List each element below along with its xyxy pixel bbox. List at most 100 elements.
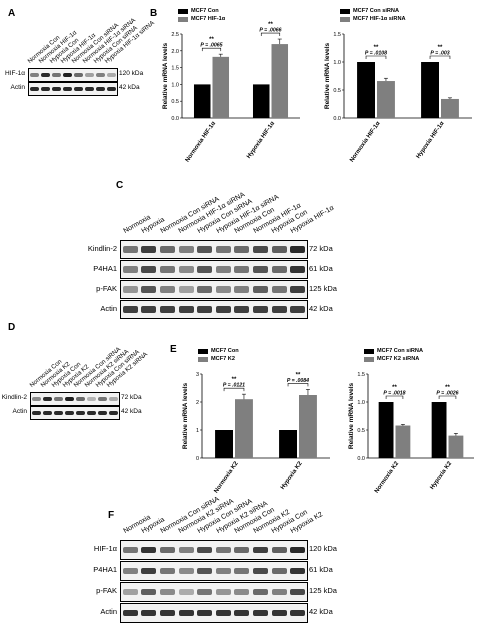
blot-band: [178, 306, 194, 313]
blot-band: [141, 588, 157, 596]
x-category-label: Normoxia K2: [374, 460, 401, 494]
blot-band: [178, 588, 194, 596]
blot-strip-p-fak: [120, 582, 308, 602]
blot-band: [98, 396, 107, 402]
blot-row-label-kindlin-2: Kindlin-2: [1, 394, 27, 401]
blot-band: [215, 266, 231, 273]
blot-kda-label: 120 kDa: [309, 544, 337, 553]
blot-row-label-hif-1: HIF-1α: [93, 544, 117, 553]
p-value-label: P = .003: [430, 51, 449, 57]
legend-swatch: [198, 348, 208, 354]
blot-band: [253, 286, 268, 293]
blot-band: [234, 306, 250, 313]
y-axis-label: Relative mRNA levels: [162, 43, 169, 110]
y-tick-label: 0.0: [333, 116, 341, 122]
p-value-label: P = .0084: [287, 378, 309, 384]
legend-item-mcf7-con: MCF7 Con: [178, 8, 225, 14]
significance-bracket: [385, 395, 404, 399]
blot-kda-label: 42 kDa: [121, 408, 142, 415]
blot-kda-label: 125 kDa: [309, 283, 337, 293]
bar-mcf7-k2-sirna-hypoxia-k2: [448, 435, 464, 458]
blot-band: [63, 86, 72, 92]
blot-band: [76, 410, 85, 416]
blot-band: [54, 396, 63, 402]
blot-band: [52, 72, 61, 78]
blot-kda-label: 120 kDa: [119, 70, 144, 77]
blot-band: [290, 306, 306, 313]
blot-band: [234, 546, 250, 554]
chart-legend: MCF7 Con MCF7 K2: [198, 348, 239, 364]
blot-band: [160, 567, 175, 575]
bar-mcf7-con-sirna-hypoxia-hif-1: [421, 62, 439, 118]
blot-strip-hif-1: [120, 540, 308, 560]
bar-mcf7-k2-hypoxia-k2: [299, 395, 317, 458]
x-category-label: Normoxia HIF-1α: [185, 120, 218, 163]
chart-legend: MCF7 Con siRNA MCF7 K2 siRNA: [364, 348, 423, 364]
blot-band: [122, 286, 138, 293]
p-value-label: P = .0108: [365, 51, 387, 57]
blot-strip-kindlin-2: [120, 240, 308, 259]
significance-stars: **: [392, 385, 397, 391]
blot-band: [290, 546, 306, 554]
y-axis-label: Relative mRNA levels: [348, 383, 355, 450]
blot-band: [234, 266, 250, 273]
blot-band: [141, 286, 157, 293]
legend-swatch: [340, 16, 350, 22]
blot-strip-kindlin-2: [30, 392, 120, 406]
bar-mcf7-con-sirna-hypoxia-k2: [431, 402, 447, 458]
chart-legend: MCF7 Con siRNA MCF7 HIF-1α siRNA: [340, 8, 406, 24]
blot-band: [290, 246, 306, 253]
y-tick-label: 1.5: [171, 66, 179, 72]
x-category-label: Hypoxia HIF-1α: [246, 120, 276, 159]
y-tick-label: 1.0: [357, 400, 365, 406]
legend-label: MCF7 K2 siRNA: [377, 356, 420, 362]
y-tick-label: 0.0: [357, 456, 365, 462]
blot-band: [122, 609, 138, 617]
blot-band: [253, 306, 268, 313]
legend-item-mcf7-k2: MCF7 K2: [198, 356, 239, 362]
blot-band: [215, 546, 231, 554]
x-category-label: Hypoxia HIF-1α: [416, 120, 446, 159]
blot-strip-actin: [30, 406, 120, 420]
bar-mcf7-hif-1-sirna-normoxia-hif-1: [377, 81, 395, 118]
legend-swatch: [178, 16, 188, 22]
legend-item-mcf7-con-sirna: MCF7 Con siRNA: [340, 8, 406, 14]
blot-band: [215, 567, 231, 575]
blot-band: [141, 609, 157, 617]
y-tick-label: 1: [196, 428, 199, 434]
blot-band: [271, 286, 287, 293]
blot-band: [109, 410, 118, 416]
blot-band: [290, 567, 306, 575]
blot-band: [197, 246, 213, 253]
panel-letter-f: F: [108, 510, 115, 521]
blot-band: [197, 286, 213, 293]
blot-row-label-p-fak: p-FAK: [96, 586, 117, 595]
blot-row-label-actin: Actin: [10, 84, 25, 91]
bar-chart-b-right: MCF7 Con siRNA MCF7 HIF-1α siRNA 0.0 0.5 1.0…: [318, 8, 478, 163]
legend-swatch: [198, 356, 208, 362]
blot-row-label-p4ha1: P4HA1: [93, 263, 117, 273]
y-tick-label: 0.0: [171, 116, 179, 122]
legend-item-mcf7-con: MCF7 Con: [198, 348, 239, 354]
y-tick-label: 1.0: [333, 60, 341, 66]
blot-band: [141, 306, 157, 313]
panel-letter-e: E: [170, 344, 177, 355]
blot-band: [160, 546, 175, 554]
significance-bracket: [260, 32, 281, 37]
x-category-label: Hypoxia K2: [429, 460, 453, 491]
p-value-label: P = .0018: [383, 391, 405, 397]
p-value-label: P = .0066: [259, 28, 281, 34]
blot-band: [41, 72, 50, 78]
y-tick-label: 0.5: [171, 99, 179, 105]
p-value-label: P = .0065: [200, 43, 222, 49]
blot-band: [122, 546, 138, 554]
significance-stars: **: [438, 45, 443, 51]
bar-mcf7-con-normoxia-hif-1: [193, 84, 211, 118]
blot-band: [87, 410, 96, 416]
y-tick-label: 1.0: [171, 82, 179, 88]
legend-item-mcf7-con-sirna: MCF7 Con siRNA: [364, 348, 423, 354]
blot-band: [74, 86, 83, 92]
blot-band: [96, 86, 105, 92]
blot-band: [271, 246, 287, 253]
